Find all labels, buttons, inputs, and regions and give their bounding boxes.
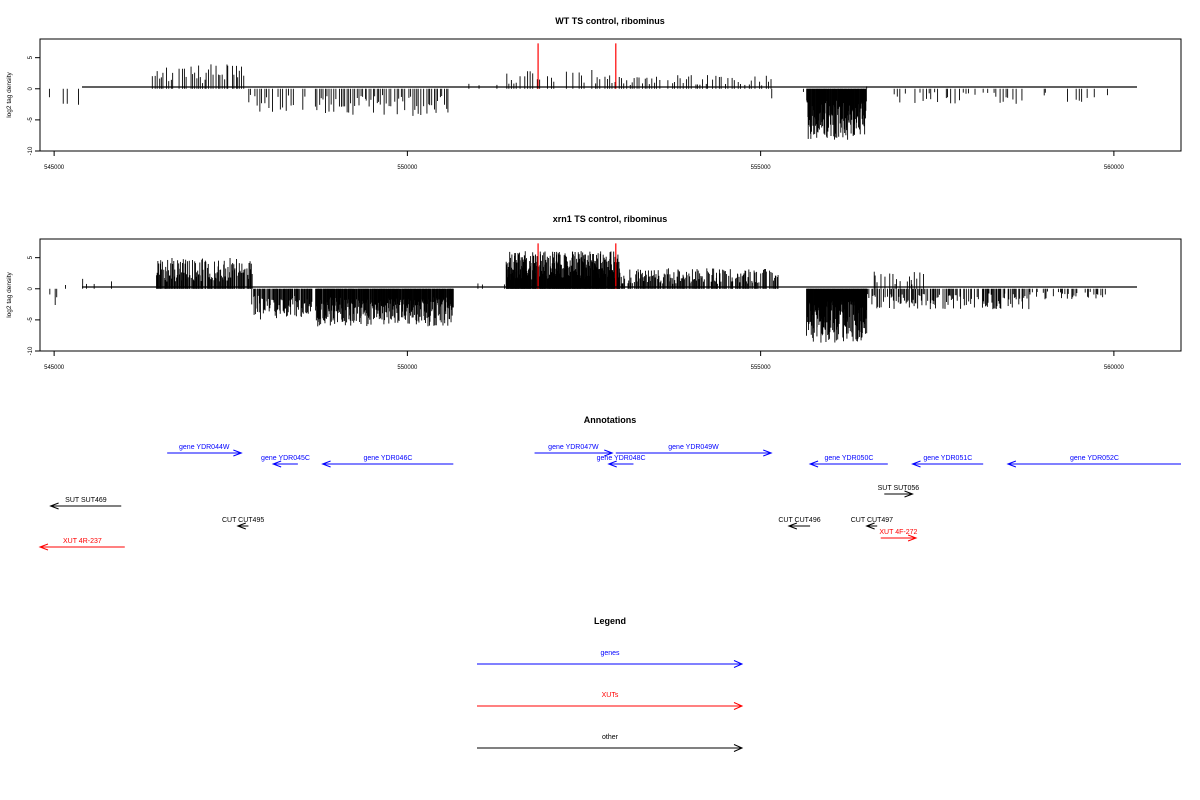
annotation-feature: gene YDR048C (597, 455, 646, 468)
annotation-feature: XUT 4F-272 (879, 529, 918, 542)
annotation-label: gene YDR051C (923, 455, 972, 462)
panel-wt-bars (48, 64, 1108, 140)
panel-wt-axes: 545000 550000 555000 560000 -10 -5 0 5 (28, 55, 1125, 171)
annotation-label: XUT 4R-237 (63, 538, 102, 545)
annotation-label: CUT CUT497 (851, 517, 893, 524)
annotation-feature: gene YDR050C (808, 455, 888, 468)
panel-xrn1-ytick-label-3: 5 (28, 255, 34, 259)
annotation-label: CUT CUT496 (778, 517, 820, 524)
panel-wt-ytick-label-2: 0 (28, 86, 34, 90)
panel-xrn1-xtick-label-1: 550000 (397, 365, 418, 371)
legend-label: genes (600, 650, 620, 657)
annotation-label: gene YDR045C (261, 455, 310, 462)
panel-xrn1-xtick-label-0: 545000 (44, 365, 65, 371)
panel-wt-xtick-label-2: 555000 (751, 165, 772, 171)
panel-xrn1-xtick-label-3: 560000 (1104, 365, 1125, 371)
annotation-feature: gene YDR052C (1006, 455, 1181, 468)
panel-wt-xtick-label-3: 560000 (1104, 165, 1125, 171)
legend-title: Legend (594, 616, 626, 626)
panel-wt-ytick-label-0: -10 (28, 146, 34, 155)
annotation-arrow-head (1006, 460, 1017, 468)
annotation-arrow-head (787, 522, 798, 530)
legend-label: other (602, 734, 619, 741)
panel-xrn1-ytick-label-2: 0 (28, 286, 34, 290)
annotation-feature: SUT SUT469 (49, 497, 122, 510)
panel-wt-xtick-label-1: 550000 (397, 165, 418, 171)
annotation-arrow-head (607, 460, 617, 468)
annotation-arrow-head (321, 460, 331, 468)
annotation-feature: gene YDR046C (321, 455, 454, 468)
annotation-feature: CUT CUT495 (222, 517, 264, 530)
annotation-label: gene YDR047W (548, 444, 599, 451)
annotation-arrow-head (911, 460, 921, 468)
panel-wt: WT TS control, ribominus log2 tag densit… (6, 16, 1182, 171)
panel-xrn1-title: xrn1 TS control, ribominus (553, 214, 668, 224)
annotation-feature: XUT 4R-237 (38, 538, 125, 551)
annotation-arrow-head (907, 534, 918, 542)
panel-xrn1-ytick-label-0: -10 (28, 346, 34, 355)
annotation-feature: SUT SUT056 (878, 485, 920, 498)
panel-xrn1-xtick-label-2: 555000 (751, 365, 772, 371)
annotation-features: gene YDR044W gene YDR045C gene YDR046C gene… (38, 444, 1181, 551)
annotation-arrow-head (865, 522, 875, 530)
annotation-label: gene YDR049W (668, 444, 719, 451)
annotation-arrow-head (233, 449, 243, 457)
legend-item-other: other (477, 734, 744, 752)
annotation-feature: gene YDR051C (911, 455, 984, 468)
legend-arrow-head (733, 660, 744, 668)
annotations-title: Annotations (584, 415, 637, 425)
annotation-label: SUT SUT469 (65, 497, 107, 504)
annotation-feature: gene YDR047W (534, 444, 614, 457)
panel-xrn1-bars (49, 251, 1106, 343)
annotation-label: gene YDR052C (1070, 455, 1119, 462)
panel-wt-xtick-label-0: 545000 (44, 165, 65, 171)
panel-wt-frame (39, 38, 1182, 152)
panel-xrn1-axes: 545000 550000 555000 560000 -10 -5 0 5 (28, 255, 1125, 371)
panel-xrn1-ylabel: log2 tag density (6, 271, 13, 317)
annotation-arrow-head (904, 490, 914, 498)
legend-panel: Legend genes XUTs other (477, 616, 744, 752)
legend-arrow-head (733, 744, 744, 752)
annotation-arrow-head (808, 460, 819, 468)
panel-wt-ytick-label-3: 5 (28, 55, 34, 59)
panel-xrn1: xrn1 TS control, ribominus log2 tag dens… (6, 214, 1182, 371)
legend-label: XUTs (602, 692, 619, 699)
annotation-label: gene YDR050C (824, 455, 873, 462)
panel-xrn1-ytick-label-1: -5 (28, 317, 34, 323)
annotation-arrow-head (236, 522, 246, 530)
annotation-feature: CUT CUT496 (778, 517, 821, 530)
annotation-label: gene YDR046C (363, 455, 412, 462)
legend-item-XUTs: XUTs (477, 692, 744, 710)
annotation-label: gene YDR044W (179, 444, 230, 451)
annotation-label: XUT 4F-272 (879, 529, 917, 536)
panel-wt-ytick-label-1: -5 (28, 117, 34, 123)
annotation-feature: gene YDR044W (167, 444, 243, 457)
panel-xrn1-frame (39, 238, 1182, 352)
annotation-arrow-head (604, 449, 614, 457)
annotation-arrow-head (271, 460, 282, 468)
annotation-arrow-head (38, 543, 49, 551)
panel-xrn1-highlights (537, 243, 617, 289)
annotation-feature: gene YDR049W (615, 444, 773, 457)
panel-wt-title: WT TS control, ribominus (555, 16, 665, 26)
annotation-label: gene YDR048C (597, 455, 646, 462)
legend-arrow-head (733, 702, 744, 710)
annotation-arrow-head (763, 449, 773, 457)
annotation-label: SUT SUT056 (878, 485, 920, 492)
panel-wt-highlights (537, 43, 617, 89)
annotation-arrow-head (49, 502, 59, 510)
legend-item-genes: genes (477, 650, 744, 668)
annotation-feature: CUT CUT497 (851, 517, 893, 530)
panel-wt-ylabel: log2 tag density (6, 71, 13, 117)
annotation-label: CUT CUT495 (222, 517, 264, 524)
legend-items: genes XUTs other (477, 650, 744, 752)
annotation-feature: gene YDR045C (261, 455, 310, 468)
